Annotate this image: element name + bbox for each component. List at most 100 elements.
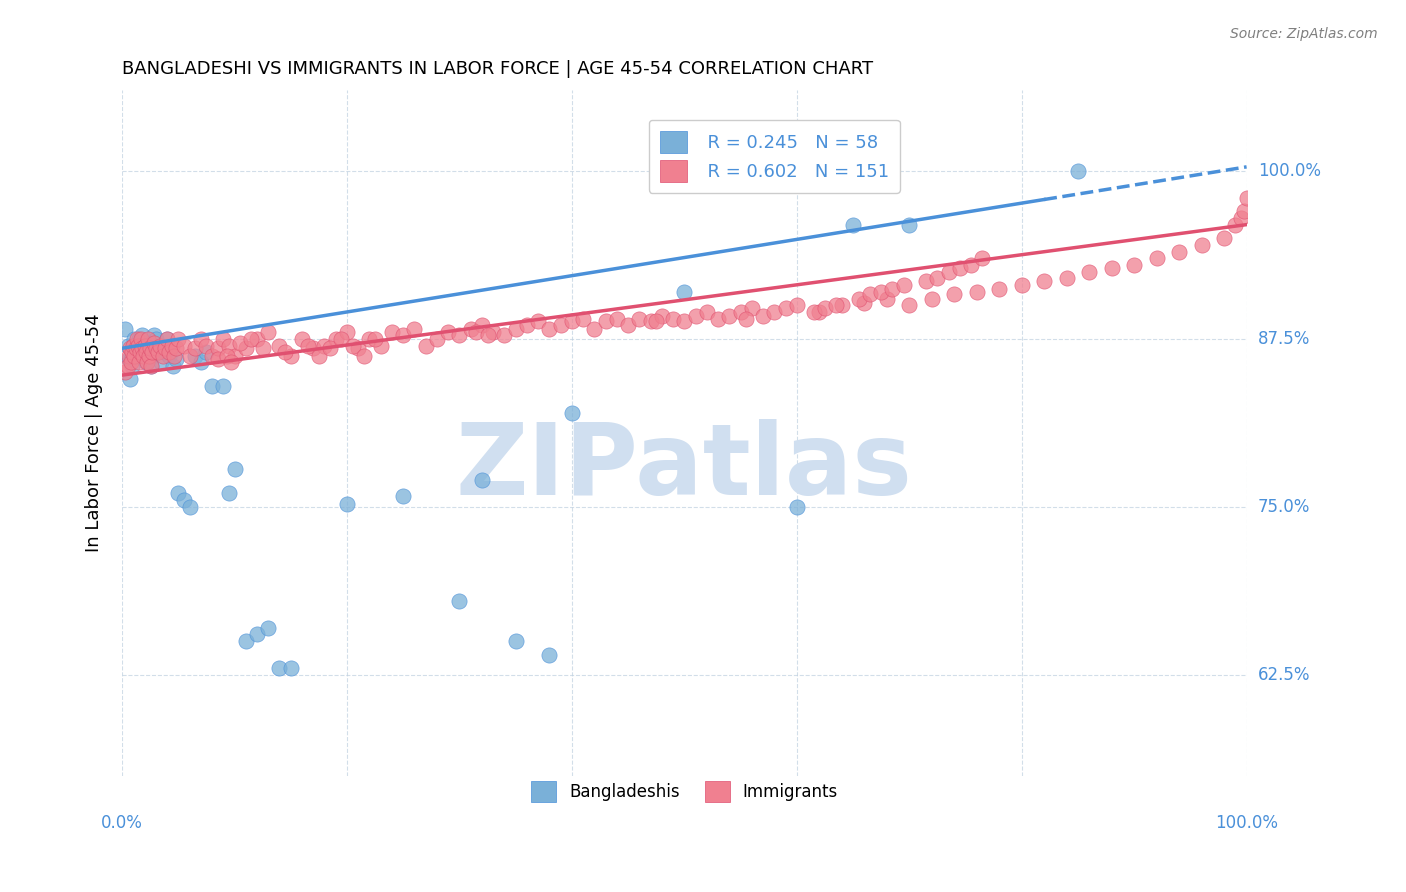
Point [218, 338, 240, 352]
Point [786, 500, 808, 514]
Point [146, 345, 169, 359]
Y-axis label: In Labor Force | Age 45-54: In Labor Force | Age 45-54 [86, 314, 103, 552]
Point [1168, 244, 1191, 259]
Point [131, 341, 153, 355]
Point [257, 621, 280, 635]
Point [135, 354, 157, 368]
Point [224, 462, 246, 476]
Point [131, 327, 153, 342]
Point [141, 359, 163, 373]
Point [606, 311, 628, 326]
Point [1191, 237, 1213, 252]
Point [167, 486, 190, 500]
Point [139, 341, 162, 355]
Point [145, 341, 167, 355]
Point [269, 338, 291, 352]
Point [124, 332, 146, 346]
Text: BANGLADESHI VS IMMIGRANTS IN LABOR FORCE | AGE 45-54 CORRELATION CHART: BANGLADESHI VS IMMIGRANTS IN LABOR FORCE… [122, 60, 873, 78]
Text: 0.0%: 0.0% [101, 814, 143, 832]
Point [129, 332, 152, 346]
Point [477, 327, 499, 342]
Point [673, 314, 696, 328]
Point [763, 305, 786, 319]
Point [741, 301, 763, 315]
Text: 100.0%: 100.0% [1215, 814, 1278, 832]
Point [1123, 258, 1146, 272]
Point [124, 341, 146, 355]
Text: Source: ZipAtlas.com: Source: ZipAtlas.com [1230, 27, 1378, 41]
Text: 62.5%: 62.5% [1258, 665, 1310, 684]
Point [628, 311, 651, 326]
Point [224, 349, 246, 363]
Point [135, 354, 157, 368]
Point [359, 332, 381, 346]
Point [257, 325, 280, 339]
Point [460, 322, 482, 336]
Point [235, 341, 257, 355]
Point [167, 332, 190, 346]
Point [353, 349, 375, 363]
Point [696, 305, 718, 319]
Point [179, 500, 201, 514]
Point [319, 341, 342, 355]
Point [550, 318, 572, 333]
Point [347, 341, 370, 355]
Point [538, 322, 561, 336]
Point [138, 349, 160, 363]
Point [141, 349, 163, 363]
Point [949, 260, 972, 275]
Point [291, 332, 314, 346]
Point [128, 332, 150, 346]
Point [527, 314, 550, 328]
Point [142, 335, 165, 350]
Point [150, 354, 173, 368]
Text: 100.0%: 100.0% [1258, 161, 1320, 180]
Point [173, 338, 195, 352]
Point [966, 285, 988, 299]
Point [163, 349, 186, 363]
Point [718, 309, 741, 323]
Point [325, 332, 347, 346]
Point [184, 349, 207, 363]
Point [921, 292, 943, 306]
Point [129, 334, 152, 349]
Point [118, 341, 141, 355]
Point [752, 309, 775, 323]
Point [124, 341, 146, 355]
Point [145, 332, 167, 346]
Point [118, 372, 141, 386]
Point [127, 338, 149, 352]
Point [124, 349, 146, 363]
Point [640, 314, 662, 328]
Point [786, 298, 808, 312]
Point [898, 298, 921, 312]
Point [516, 318, 538, 333]
Point [246, 332, 269, 346]
Point [201, 379, 224, 393]
Point [336, 325, 359, 339]
Point [184, 341, 207, 355]
Point [235, 634, 257, 648]
Point [139, 341, 162, 355]
Point [617, 318, 640, 333]
Point [803, 305, 825, 319]
Point [142, 327, 165, 342]
Point [972, 251, 994, 265]
Point [117, 359, 139, 373]
Point [735, 311, 758, 326]
Point [927, 271, 949, 285]
Point [673, 285, 696, 299]
Point [1067, 164, 1090, 178]
Point [132, 349, 155, 363]
Point [121, 345, 143, 359]
Point [336, 497, 359, 511]
Point [853, 295, 876, 310]
Point [215, 349, 238, 363]
Point [415, 338, 437, 352]
Point [153, 341, 176, 355]
Point [212, 379, 235, 393]
Point [330, 332, 353, 346]
Point [246, 627, 269, 641]
Point [240, 332, 263, 346]
Point [898, 218, 921, 232]
